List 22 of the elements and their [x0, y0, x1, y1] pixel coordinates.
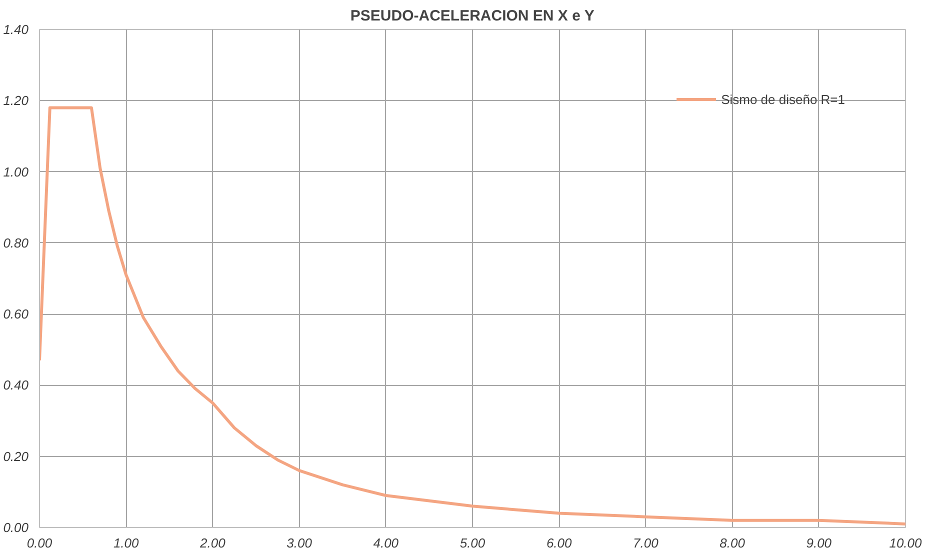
x-tick-label: 3.00 — [286, 536, 313, 550]
x-tick-label: 7.00 — [633, 536, 660, 550]
y-tick-label: 0.60 — [3, 306, 30, 322]
x-tick-label: 9.00 — [806, 536, 832, 550]
x-tick-label: 0.00 — [26, 536, 53, 550]
x-tick-label: 6.00 — [546, 536, 573, 550]
chart-title: PSEUDO-ACELERACION EN X e Y — [350, 8, 594, 24]
y-tick-label: 0.40 — [3, 378, 30, 393]
x-tick-label: 5.00 — [460, 536, 486, 550]
y-tick-label: 0.80 — [3, 235, 30, 250]
x-tick-label: 8.00 — [720, 536, 746, 550]
x-tick-label: 1.00 — [113, 536, 140, 550]
y-tick-label: 1.00 — [3, 164, 30, 180]
y-tick-label: 1.20 — [3, 93, 30, 108]
legend-label: Sismo de diseño R=1 — [721, 92, 845, 106]
y-tick-label: 1.40 — [3, 22, 30, 37]
x-tick-label: 10.00 — [889, 536, 923, 550]
x-tick-label: 4.00 — [373, 536, 400, 550]
y-tick-label: 0.00 — [3, 520, 30, 535]
x-tick-label: 2.00 — [199, 536, 226, 550]
y-tick-label: 0.20 — [3, 448, 30, 464]
line-series — [40, 106, 906, 526]
